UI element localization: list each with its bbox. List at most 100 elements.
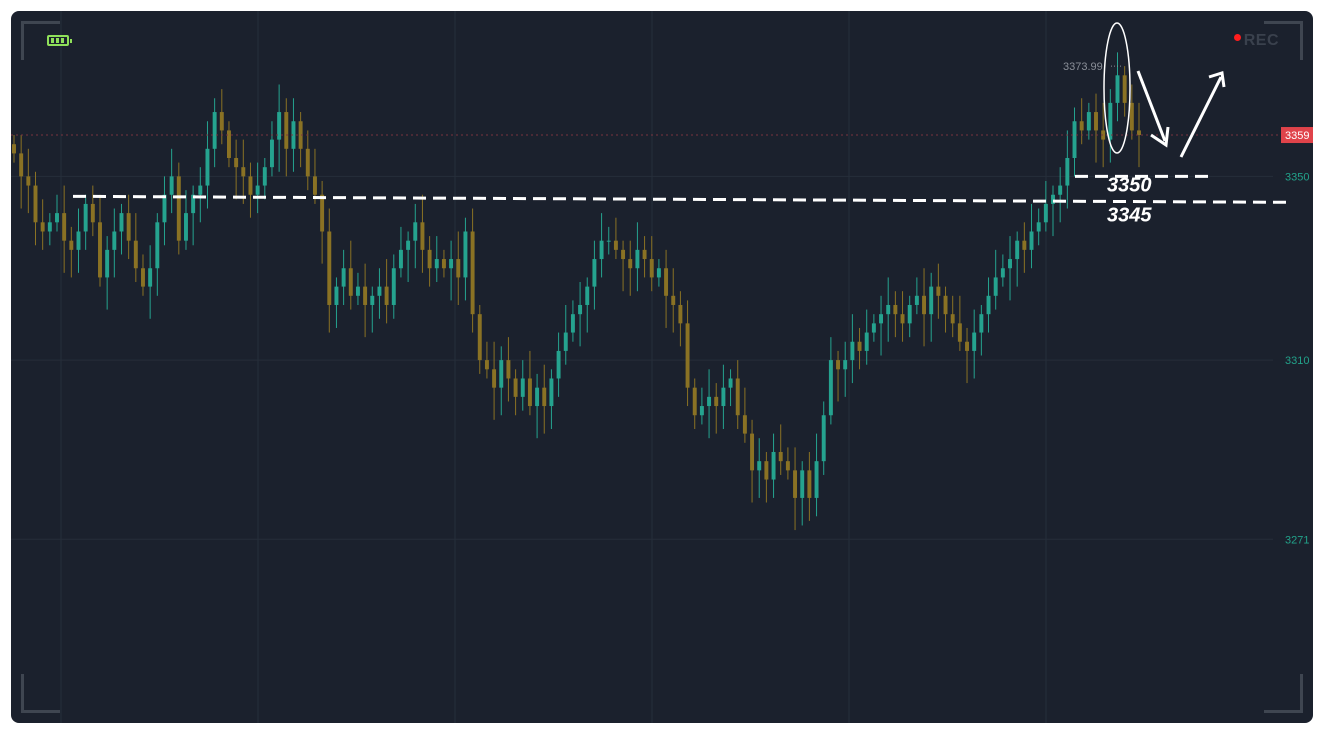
candle-body [133,240,138,269]
candle-body [441,259,446,269]
level-label-3345: 3345 [1107,204,1152,226]
candle-body [269,139,274,168]
candle-body [613,240,618,250]
candle-body [814,461,819,498]
candle-body [993,277,998,296]
candle-body [284,112,289,149]
candle-body [219,112,224,131]
candle-body [499,360,504,388]
candle-body [55,213,59,223]
candle-body [470,231,475,315]
candle-body [542,387,547,407]
candle-body [406,240,411,250]
candle-body [549,378,554,407]
candle-body [1029,231,1034,250]
candle-body [241,167,246,177]
candle-body [972,332,977,351]
candle-body [40,222,45,232]
candle-body [635,249,640,269]
candle-body [757,461,762,471]
arrow-down-head [1150,126,1170,148]
candle-body [678,304,683,324]
candlestick-chart: 3350 3310 3271 3359 3373.99 3350 3345 [11,11,1313,723]
candle-body [1058,185,1063,195]
candle-body [527,378,532,407]
candle-body [1094,112,1098,131]
candle-body [391,268,396,305]
arrow-up-head [1208,71,1226,88]
candle-body [821,415,826,462]
candle-body [484,360,489,370]
candle-body [355,286,360,296]
candle-body [248,176,253,195]
candle-body [427,249,432,269]
candle-body [1115,75,1120,103]
high-price-label: 3373.99 [1063,61,1103,73]
candle-body [900,314,905,324]
candle-body [449,259,454,269]
candle-body [90,203,95,223]
candle-body [291,121,296,149]
candle-body [98,222,102,278]
candle-body [155,222,160,269]
candle-body [771,451,776,480]
candle-body [320,194,325,232]
candle-body [642,249,647,260]
candle-body [578,304,583,315]
candle-body [463,231,468,278]
candle-body [198,185,203,195]
candle-body [828,360,833,416]
candle-body [162,194,167,223]
candle-body [513,378,518,397]
candle-body [671,295,676,305]
candle-body [26,176,31,186]
candle-body [370,295,375,305]
candle-body [327,231,332,305]
candle-body [1108,102,1113,140]
candle-body [628,259,633,269]
candle-body [456,259,461,278]
candle-body [950,314,955,324]
candle-body [570,314,575,333]
candle-body [226,130,231,158]
candle-body [1036,222,1041,232]
y-tick-label: 3310 [1285,355,1309,367]
candle-body [649,259,654,278]
candle-body [413,222,418,241]
candle-body [864,332,869,351]
candle-body [76,231,81,250]
candle-body [83,203,88,232]
candle-body [843,360,848,370]
candle-body [699,406,704,416]
y-tick-label: 3271 [1285,534,1309,546]
candle-body [506,360,511,379]
candle-body [184,213,188,241]
candle-body [341,268,346,287]
candle-body [914,295,919,305]
candle-body [785,461,790,471]
candle-body [234,157,239,168]
frame-corner-bottom-left [21,674,60,713]
candle-body [850,341,855,361]
candle-body [1129,102,1134,131]
candle-body [348,268,353,296]
level-label-3350: 3350 [1107,174,1152,196]
candle-body [1043,203,1048,223]
candle-body [1051,194,1055,204]
candle-body [477,314,482,361]
candle-body [563,332,568,351]
candle-body [957,323,962,342]
candle-body [363,286,368,305]
frame-corner-top-left [21,21,60,60]
candle-body [212,112,217,149]
candle-body [1122,75,1127,103]
level-line-3345 [72,194,1292,204]
candle-body [398,249,403,269]
candle-body [1086,112,1091,131]
candle-body [19,153,24,177]
candle-body [599,240,604,260]
candle-body [1008,259,1012,269]
candle-body [384,286,389,305]
candle-body [535,387,540,407]
candle-body [141,268,145,287]
